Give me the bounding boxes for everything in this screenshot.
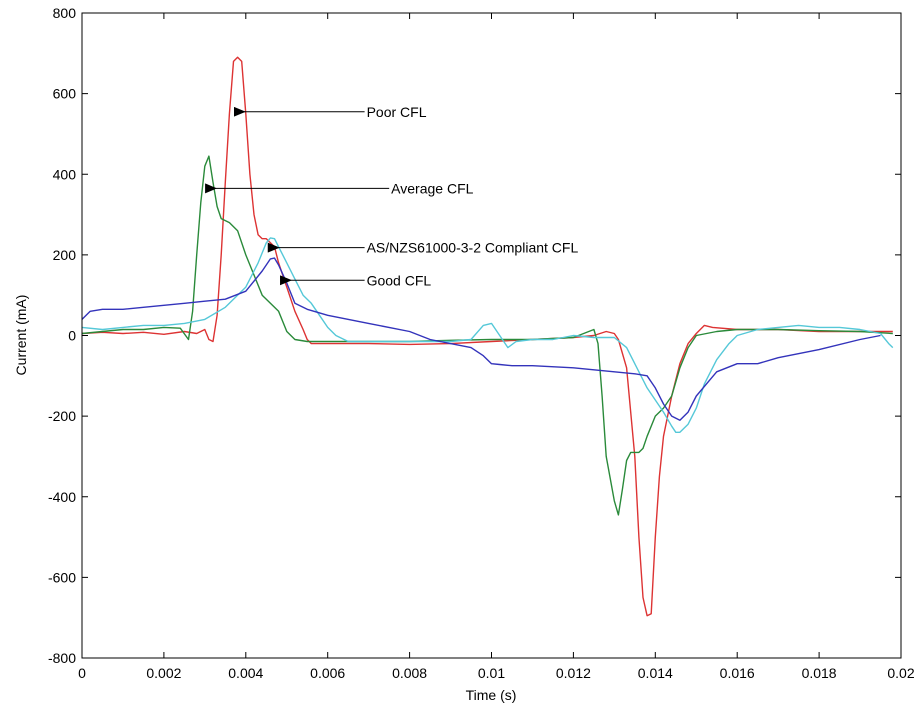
y-tick-label: 400 (53, 166, 77, 182)
x-tick-label: 0.004 (228, 665, 263, 681)
y-tick-label: 800 (53, 5, 77, 21)
x-tick-label: 0.02 (887, 665, 914, 681)
y-tick-label: -400 (48, 489, 76, 505)
x-tick-label: 0.014 (638, 665, 673, 681)
x-tick-label: 0.002 (146, 665, 181, 681)
tick-layer: 0 0.002 0.004 0.006 0.008 0.01 0.012 0.014 0.016… (48, 5, 915, 681)
annotation-label-3: AS/NZS61000-3-2 Compliant CFL (367, 240, 579, 256)
y-tick-label: 600 (53, 86, 77, 102)
y-tick-label: -800 (48, 650, 76, 666)
y-tick-label: -200 (48, 408, 76, 424)
x-tick-label: 0.006 (310, 665, 345, 681)
series-layer (81, 56, 894, 617)
x-tick-label: 0.01 (478, 665, 505, 681)
y-axis-title: Current (mA) (13, 295, 29, 376)
x-tick-label: 0.008 (392, 665, 427, 681)
annotation-label-1: Poor CFL (367, 104, 427, 120)
x-tick-label: 0.012 (556, 665, 591, 681)
x-tick-label: 0 (78, 665, 86, 681)
series-line-4 (81, 257, 881, 421)
annotation-label-2: Average CFL (391, 180, 473, 196)
annotation-label-4: Good CFL (367, 272, 432, 288)
y-tick-label: -600 (48, 569, 76, 585)
y-tick-label: 0 (68, 328, 76, 344)
x-tick-label: 0.018 (802, 665, 837, 681)
series-line-1 (81, 56, 893, 617)
x-axis-title: Time (s) (466, 687, 517, 703)
annotation-layer: Poor CFL Average CFL AS/NZS61000-3-2 Compl… (205, 104, 579, 288)
x-tick-label: 0.016 (720, 665, 755, 681)
series-line-3 (81, 237, 894, 433)
plot-area (82, 13, 901, 658)
y-tick-label: 200 (53, 247, 77, 263)
